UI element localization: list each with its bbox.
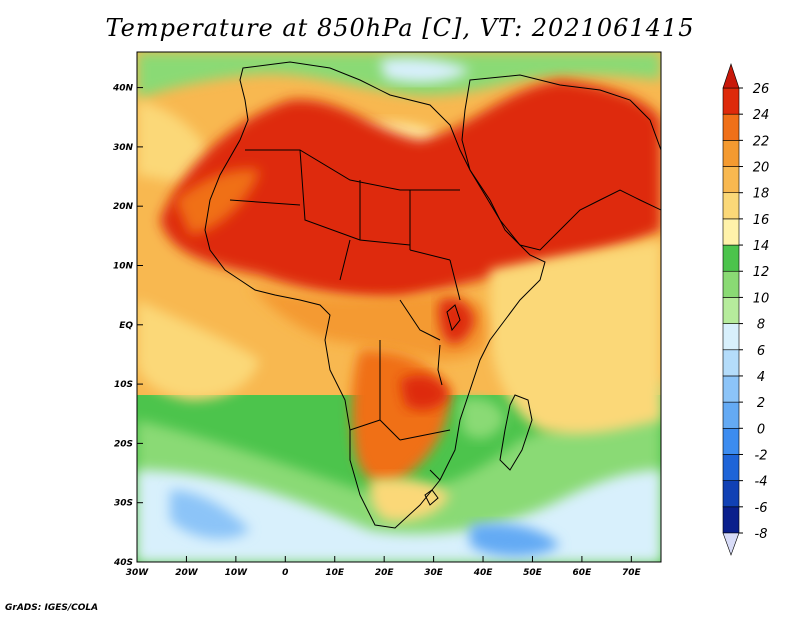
colorbar-swatch [722, 140, 740, 167]
colorbar-label: 24 [753, 108, 770, 123]
lon-tick-label: 10E [325, 568, 345, 578]
field-zambia-hot [400, 375, 450, 411]
field-lake-victoria-hot [438, 298, 475, 344]
colorbar-swatch [722, 244, 740, 272]
lesotho-border [424, 489, 439, 506]
colorbar-label: 0 [757, 422, 765, 437]
lat-axis: 40N 30N 20N 10N EQ 10S 20S 30S 40S [112, 84, 143, 568]
lon-tick-label: 70E [622, 568, 642, 578]
lon-axis: 30W 20W 10W 0 10E 20E 30E 40E 50E 60E 70E [126, 556, 642, 578]
colorbar-swatch [722, 218, 740, 246]
plot-frame [136, 51, 662, 563]
colorbar-swatch [722, 375, 740, 403]
colorbar-label: 4 [757, 370, 765, 385]
temperature-field [137, 52, 661, 562]
colorbar-swatch [722, 349, 740, 377]
arabia-asia-outline [461, 74, 661, 251]
lat-tick-label: 40N [112, 84, 134, 94]
lon-tick-label: 10W [225, 568, 249, 578]
colorbar-swatch [722, 297, 740, 324]
grads-credit: GrADS: IGES/COLA [5, 603, 99, 613]
colorbar-label: 8 [757, 318, 765, 333]
colorbar-below-triangle [722, 532, 740, 556]
colorbar-label: -8 [755, 527, 768, 542]
colorbar-swatch [722, 270, 740, 298]
field-cold-patch-2 [470, 523, 560, 557]
field-cold-patch-1 [170, 490, 250, 539]
colorbar-swatch [722, 401, 740, 429]
colorbar-label: -4 [755, 475, 768, 490]
field-gulf-guinea [250, 285, 500, 360]
coastlines [204, 61, 661, 529]
lon-tick-label: 0 [282, 568, 288, 578]
map-title: Temperature at 850hPa [C], VT: 202106141… [105, 14, 695, 42]
lake-victoria [446, 304, 461, 332]
lat-tick-label: EQ [119, 321, 133, 331]
colorbar-swatch [722, 427, 740, 455]
lon-tick-label: 50E [523, 568, 543, 578]
field-aegean-pale [380, 58, 470, 83]
lat-tick-label: 20S [114, 439, 133, 449]
colorbar-label: 26 [753, 82, 770, 97]
lon-tick-label: 20E [375, 568, 395, 578]
field-south-africa-tip [369, 478, 450, 522]
colorbar-swatch [722, 480, 740, 508]
colorbar-swatch [722, 166, 740, 194]
colorbar-swatch [722, 87, 740, 115]
lat-tick-label: 20N [113, 202, 134, 212]
colorbar-swatch [722, 454, 740, 481]
colorbar-label: 6 [757, 344, 765, 359]
colorbar-label: 10 [753, 291, 770, 306]
colorbar-label: -6 [755, 501, 768, 516]
colorbar-label: 22 [753, 134, 770, 149]
field-mozambique-green [460, 398, 505, 439]
colorbar-swatch [722, 192, 740, 220]
colorbar-swatch [722, 323, 740, 351]
lake-tanganyika [437, 344, 443, 386]
colorbar-above-triangle [722, 63, 740, 89]
field-west-sahel-orange [175, 169, 260, 235]
lon-tick-label: 40E [473, 568, 494, 578]
madagascar-outline [499, 394, 533, 471]
colorbar-label: -2 [755, 448, 768, 463]
country-borders [229, 149, 461, 481]
colorbar-swatch [722, 506, 740, 534]
field-south-atlantic [137, 300, 260, 400]
colorbar-label: 12 [753, 265, 770, 280]
colorbar-swatch [722, 113, 740, 141]
africa-outline [204, 61, 546, 529]
colorbar-label: 18 [753, 187, 770, 202]
lat-tick-label: 40S [113, 558, 133, 568]
lat-tick-label: 30S [114, 499, 133, 509]
lon-tick-label: 30E [424, 568, 444, 578]
colorbar-label: 14 [753, 239, 770, 254]
colorbar-label: 2 [757, 396, 765, 411]
lat-tick-label: 30N [113, 143, 134, 153]
lon-tick-label: 60E [573, 568, 593, 578]
colorbar-label: 20 [753, 161, 770, 176]
lat-tick-label: 10S [114, 380, 133, 390]
lon-tick-label: 20W [175, 568, 199, 578]
colorbar-label: 16 [753, 213, 770, 228]
field-indian-ocean [490, 240, 661, 435]
lon-tick-label: 30W [126, 568, 150, 578]
lat-tick-label: 10N [113, 261, 134, 271]
